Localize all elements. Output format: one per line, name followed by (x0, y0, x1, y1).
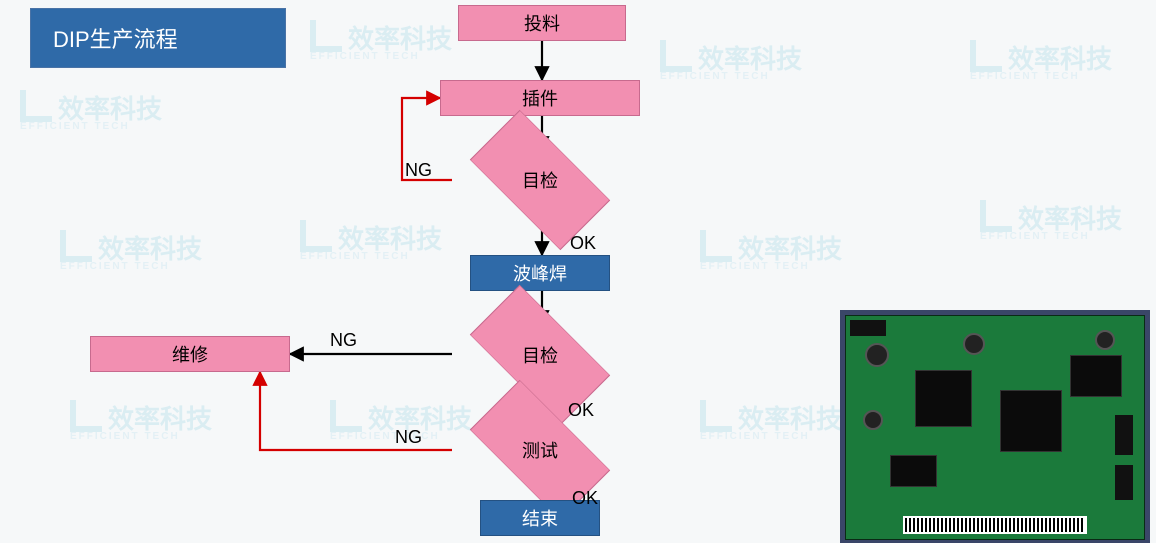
watermark: 效率科技EFFICIENT TECH (700, 400, 842, 442)
node-feed: 投料 (458, 5, 626, 41)
watermark: 效率科技EFFICIENT TECH (980, 200, 1122, 242)
diagram-canvas: 效率科技EFFICIENT TECH 效率科技EFFICIENT TECH 效率科技… (0, 0, 1156, 543)
node-label: 目检 (522, 342, 558, 368)
watermark: 效率科技EFFICIENT TECH (310, 20, 452, 62)
node-label: 目检 (522, 167, 558, 193)
pcb-chip (915, 370, 972, 427)
watermark: 效率科技EFFICIENT TECH (660, 40, 802, 82)
pcb-cap (863, 410, 883, 430)
title-box: DIP生产流程 (30, 8, 286, 68)
edge-label-test-end: OK (572, 488, 598, 509)
watermark: 效率科技EFFICIENT TECH (60, 230, 202, 272)
node-insert: 插件 (440, 80, 640, 116)
pcb-chip (890, 455, 937, 487)
pcb-barcode (903, 516, 1087, 534)
pcb-chip (1070, 355, 1122, 397)
edge-label-vis2-test: OK (568, 400, 594, 421)
pcb-cap (865, 343, 889, 367)
edge-test-repair (260, 372, 452, 450)
node-test: 测试 (450, 415, 630, 485)
watermark: 效率科技EFFICIENT TECH (70, 400, 212, 442)
edge-label-test-repair: NG (395, 427, 422, 448)
watermark: 效率科技EFFICIENT TECH (700, 230, 842, 272)
node-vis1: 目检 (450, 145, 630, 215)
pcb-photo (840, 310, 1150, 543)
pcb-connector (1115, 415, 1133, 455)
node-label: 测试 (522, 437, 558, 463)
node-vis2: 目检 (450, 320, 630, 390)
pcb-cap (963, 333, 985, 355)
watermark: 效率科技EFFICIENT TECH (970, 40, 1112, 82)
pcb-chip (1000, 390, 1062, 452)
edge-label-vis2-repair: NG (330, 330, 357, 351)
pcb-connector (1115, 465, 1133, 500)
watermark: 效率科技EFFICIENT TECH (20, 90, 162, 132)
node-repair: 维修 (90, 336, 290, 372)
edge-label-vis1-insert: NG (405, 160, 432, 181)
node-wave: 波峰焊 (470, 255, 610, 291)
edge-label-vis1-wave: OK (570, 233, 596, 254)
watermark: 效率科技EFFICIENT TECH (300, 220, 442, 262)
title-text: DIP生产流程 (53, 22, 178, 54)
pcb-cap (1095, 330, 1115, 350)
pcb-connector (850, 320, 886, 336)
